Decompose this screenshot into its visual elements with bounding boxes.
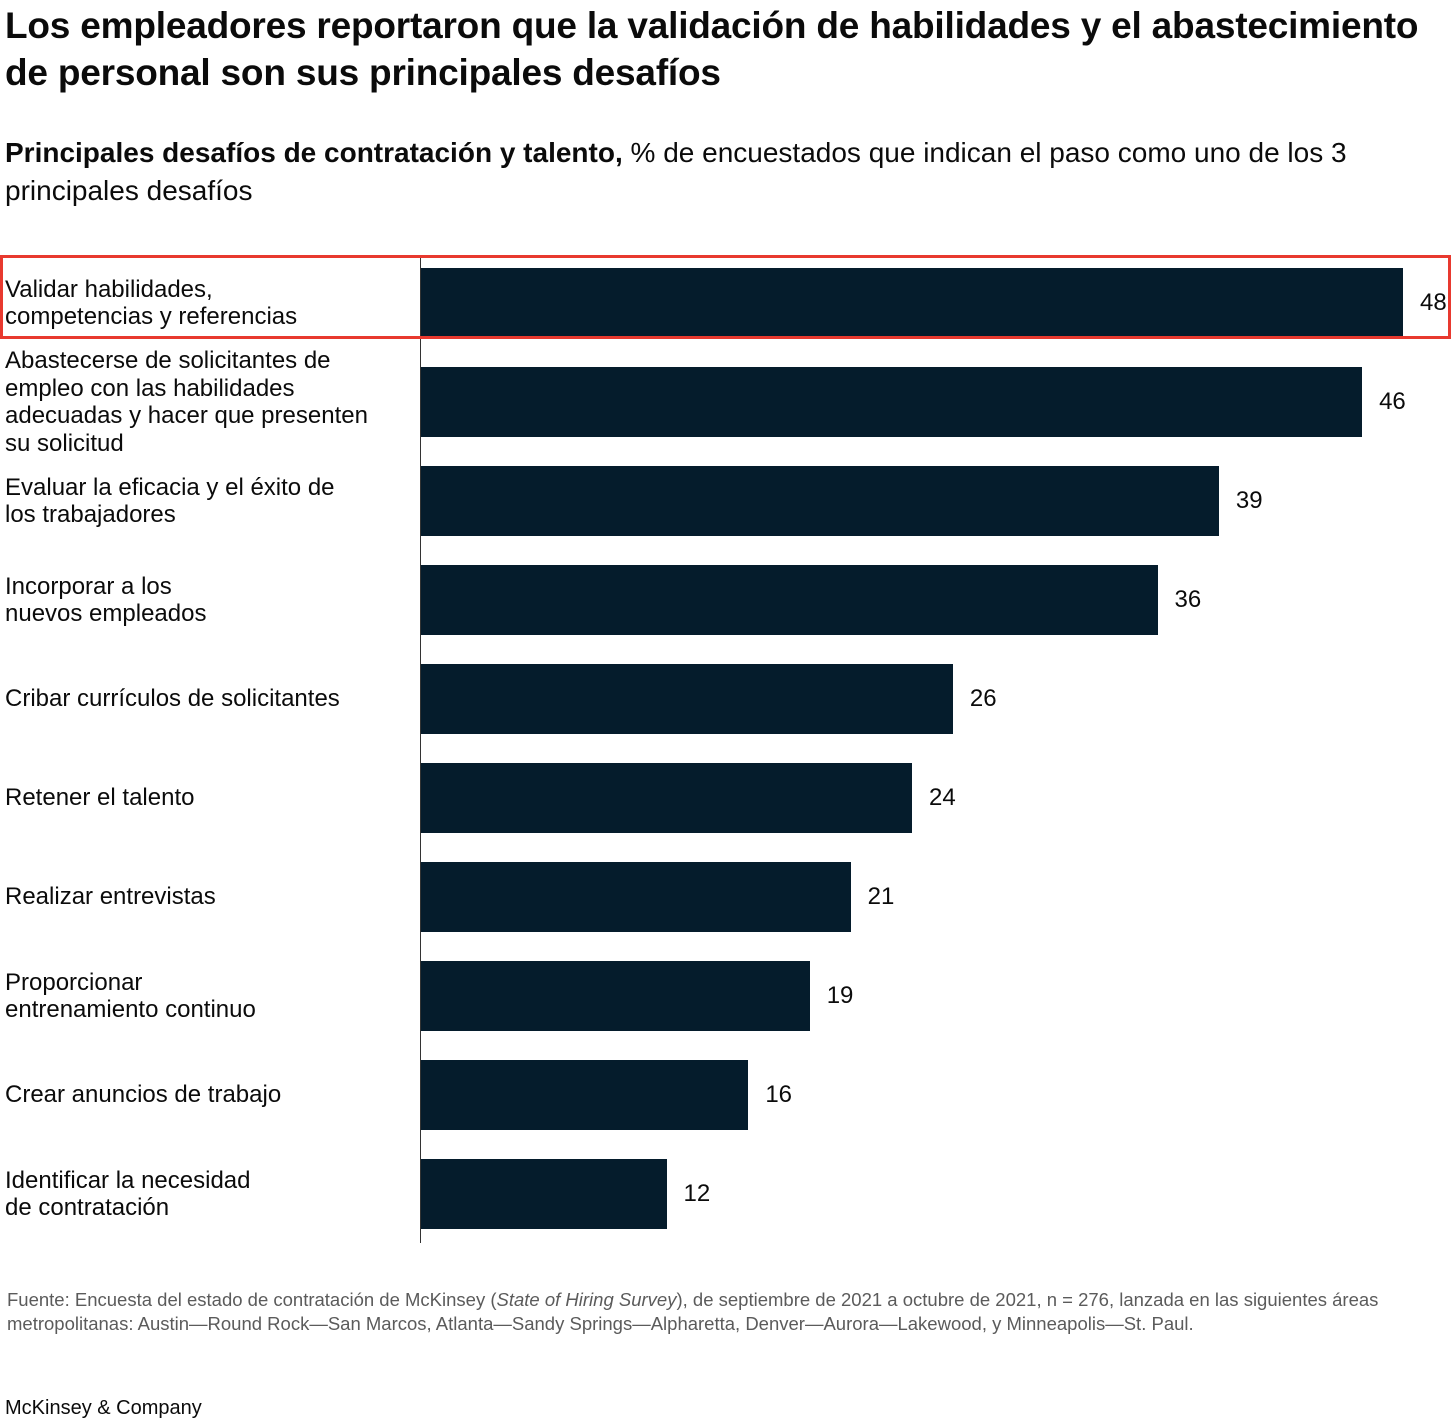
- brand-logo-text: McKinsey & Company: [5, 1397, 202, 1419]
- bar: [421, 1060, 749, 1130]
- chart-row: Abastecerse de solicitantes de empleo co…: [0, 347, 1456, 457]
- bar: [421, 664, 953, 734]
- chart-subtitle-rest: % de encuestados que indican el paso com…: [5, 137, 1347, 206]
- chart-row: Cribar currículos de solicitantes 26: [0, 651, 1456, 750]
- chart-row: Incorporar a los nuevos empleados 36: [0, 552, 1456, 651]
- category-label: Crear anuncios de trabajo: [5, 1081, 282, 1109]
- category-label: Proporcionar entrenamiento continuo: [5, 968, 256, 1024]
- bar: [421, 763, 912, 833]
- chart-row: Crear anuncios de trabajo 16: [0, 1047, 1456, 1146]
- bar-value-label: 19: [826, 982, 854, 1009]
- chart-row: Realizar entrevistas 21: [0, 849, 1456, 948]
- category-label: Validar habilidades, competencias y refe…: [5, 275, 298, 331]
- bar-value-label: 26: [969, 685, 997, 712]
- category-label: Retener el talento: [5, 784, 195, 812]
- source-footnote: Fuente: Encuesta del estado de contratac…: [7, 1288, 1447, 1336]
- footnote-survey-name: State of Hiring Survey: [496, 1289, 677, 1310]
- bar: [421, 367, 1363, 437]
- bar-value-label: 36: [1174, 586, 1202, 613]
- chart-row: Evaluar la eficacia y el éxito de los tr…: [0, 453, 1456, 552]
- category-label: Realizar entrevistas: [5, 883, 216, 911]
- category-label: Evaluar la eficacia y el éxito de los tr…: [5, 473, 335, 529]
- bar-value-label: 12: [683, 1180, 711, 1207]
- chart-subtitle: Principales desafíos de contratación y t…: [5, 134, 1405, 210]
- bar-value-label: 16: [765, 1081, 793, 1108]
- bar: [421, 466, 1219, 536]
- chart-row: Identificar la necesidad de contratación…: [0, 1146, 1456, 1245]
- bar-value-label: 24: [929, 784, 956, 811]
- chart-row: Proporcionar entrenamiento continuo 19: [0, 948, 1456, 1047]
- category-label: Incorporar a los nuevos empleados: [5, 572, 207, 628]
- category-label: Cribar currículos de solicitantes: [5, 685, 340, 713]
- bar-value-label: 46: [1379, 388, 1406, 415]
- bar: [421, 862, 851, 932]
- chart-row: Validar habilidades, competencias y refe…: [0, 255, 1456, 354]
- footnote-prefix: Fuente: Encuesta del estado de contratac…: [7, 1289, 497, 1310]
- bar: [421, 961, 810, 1031]
- category-label: Abastecerse de solicitantes de empleo co…: [5, 347, 368, 457]
- bar: [421, 268, 1403, 338]
- footnote-suffix: ), de septiembre de 2021 a octubre de 20…: [7, 1289, 1379, 1334]
- bar-chart: Validar habilidades, competencias y refe…: [0, 255, 1456, 1245]
- bar: [421, 565, 1158, 635]
- bar: [421, 1159, 667, 1229]
- chart-row: Retener el talento 24: [0, 750, 1456, 849]
- bar-value-label: 48: [1420, 289, 1447, 316]
- bar-value-label: 21: [867, 883, 895, 910]
- chart-subtitle-bold: Principales desafíos de contratación y t…: [5, 137, 623, 168]
- category-axis-line: [420, 255, 421, 1243]
- category-label: Identificar la necesidad de contratación: [5, 1166, 251, 1222]
- chart-title: Los empleadores reportaron que la valida…: [5, 5, 1419, 93]
- bar-value-label: 39: [1235, 487, 1263, 514]
